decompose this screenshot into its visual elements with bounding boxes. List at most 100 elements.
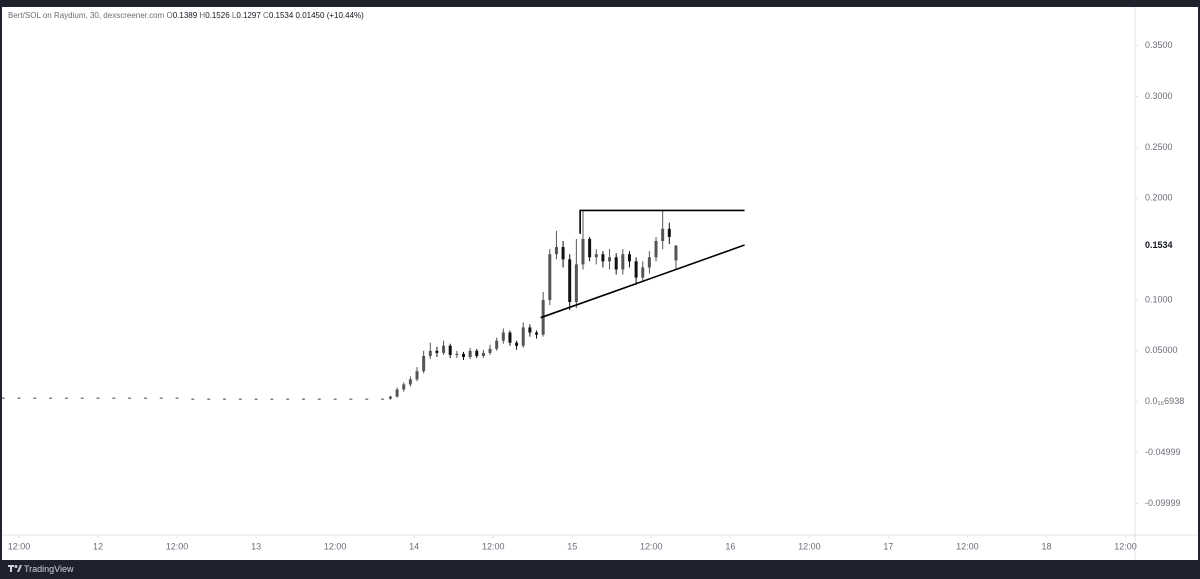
candle-body — [191, 398, 195, 400]
candle-body — [488, 348, 492, 353]
x-tick-label: 12:00 — [1114, 541, 1137, 551]
ohlc: O0.1389 H0.1526 L0.1297 C0.1534 — [166, 11, 295, 20]
candle-body — [428, 350, 432, 356]
last-price-label: 0.1534 — [1145, 240, 1173, 250]
candle-body — [238, 398, 242, 400]
candle-body — [286, 398, 290, 400]
candle-body — [568, 259, 572, 303]
candle-body — [521, 327, 525, 346]
candle-body — [495, 340, 499, 349]
x-tick-label: 13 — [251, 541, 261, 551]
x-tick-label: 12:00 — [482, 541, 505, 551]
ohlc-value: 0.1534 — [268, 11, 294, 20]
candle-body — [64, 397, 68, 399]
candle-body — [461, 353, 465, 357]
y-tick-label: 0.0₁₆6938 — [1145, 396, 1184, 406]
candle-body — [395, 389, 399, 397]
x-tick-label: 12 — [93, 541, 103, 551]
candle-body — [581, 238, 585, 265]
ohlc-value: 0.1526 — [205, 11, 230, 20]
candle-body — [349, 398, 353, 400]
candle-body — [415, 371, 419, 380]
brand-logo — [8, 565, 22, 572]
candle-body — [302, 398, 306, 400]
x-tick-label: 12:00 — [798, 541, 821, 551]
chart-frame — [2, 7, 1198, 560]
candle-body — [508, 332, 512, 343]
candle-body — [159, 397, 163, 399]
footer: TradingView — [0, 560, 1200, 579]
candle-body — [408, 379, 412, 385]
candle-body — [422, 355, 426, 372]
candle-body — [333, 398, 337, 400]
x-tick-label: 16 — [725, 541, 735, 551]
ohlc-label: O — [166, 11, 173, 20]
candle-body — [601, 254, 605, 262]
x-tick-label: 12:00 — [324, 541, 347, 551]
ohlc-label: C — [263, 11, 269, 20]
candle-body — [143, 397, 147, 399]
candle-body — [448, 345, 452, 355]
candle-body — [96, 397, 100, 399]
candle-body — [501, 332, 505, 341]
candle-body — [442, 345, 446, 353]
x-tick-label: 14 — [409, 541, 419, 551]
candle-body — [33, 397, 37, 399]
candle-body — [535, 332, 539, 335]
trendline — [540, 244, 745, 319]
candle-body — [455, 353, 459, 355]
ohlc-value: 0.1389 — [172, 11, 198, 20]
y-tick-label: 0.05000 — [1145, 345, 1178, 355]
candle-body — [80, 397, 84, 399]
x-tick-label: 12:00 — [8, 541, 31, 551]
candle-body — [554, 247, 558, 255]
candle-body — [128, 397, 132, 399]
candle-body — [641, 267, 645, 278]
candle-body — [435, 350, 439, 353]
candle-body — [222, 398, 226, 400]
change-pct: (+10.44%) — [326, 11, 364, 20]
candle-body — [561, 247, 565, 260]
candle-body — [634, 261, 638, 278]
legend-header: Bert/SOL on Raydium, 30, dexscreener.com… — [8, 11, 364, 20]
y-tick-label: 0.3500 — [1145, 40, 1173, 50]
candle-body — [588, 238, 592, 258]
y-tick-label: 0.1000 — [1145, 294, 1173, 304]
candle-body — [112, 397, 116, 399]
candle-body — [481, 352, 485, 356]
candle-body — [574, 264, 578, 303]
candle-body — [317, 398, 321, 400]
x-tick-label: 18 — [1041, 541, 1051, 551]
candle-body — [402, 384, 406, 390]
candle-body — [515, 342, 519, 346]
y-tick-label: 0.2500 — [1145, 142, 1173, 152]
candle-body — [1, 397, 5, 399]
ohlc-value: 0.1297 — [236, 11, 261, 20]
x-tick-label: 17 — [883, 541, 893, 551]
y-tick-label: 0.3000 — [1145, 91, 1173, 101]
candle-body — [270, 398, 274, 400]
trendline — [579, 209, 745, 234]
candle-body — [661, 228, 665, 241]
x-tick-label: 12:00 — [166, 541, 189, 551]
candle-body — [647, 257, 651, 268]
x-tick-label: 12:00 — [956, 541, 979, 551]
candle-body — [548, 254, 552, 300]
candle-body — [365, 398, 369, 400]
ohlc-label: H — [199, 11, 206, 20]
x-tick-label: 12:00 — [640, 541, 663, 551]
change: 0.01450 — [295, 11, 325, 20]
candle-body — [654, 240, 658, 258]
y-tick-label: -0.09999 — [1145, 498, 1181, 508]
candle-body — [175, 397, 179, 399]
candle-body — [608, 257, 612, 262]
y-tick-label: 0.2000 — [1145, 193, 1173, 203]
candle-body — [528, 327, 532, 333]
ohlc-label: L — [231, 11, 237, 20]
candle-body — [627, 254, 631, 262]
y-tick-label: -0.04999 — [1145, 447, 1181, 457]
candle-body — [621, 254, 625, 270]
candle-body — [674, 245, 678, 261]
